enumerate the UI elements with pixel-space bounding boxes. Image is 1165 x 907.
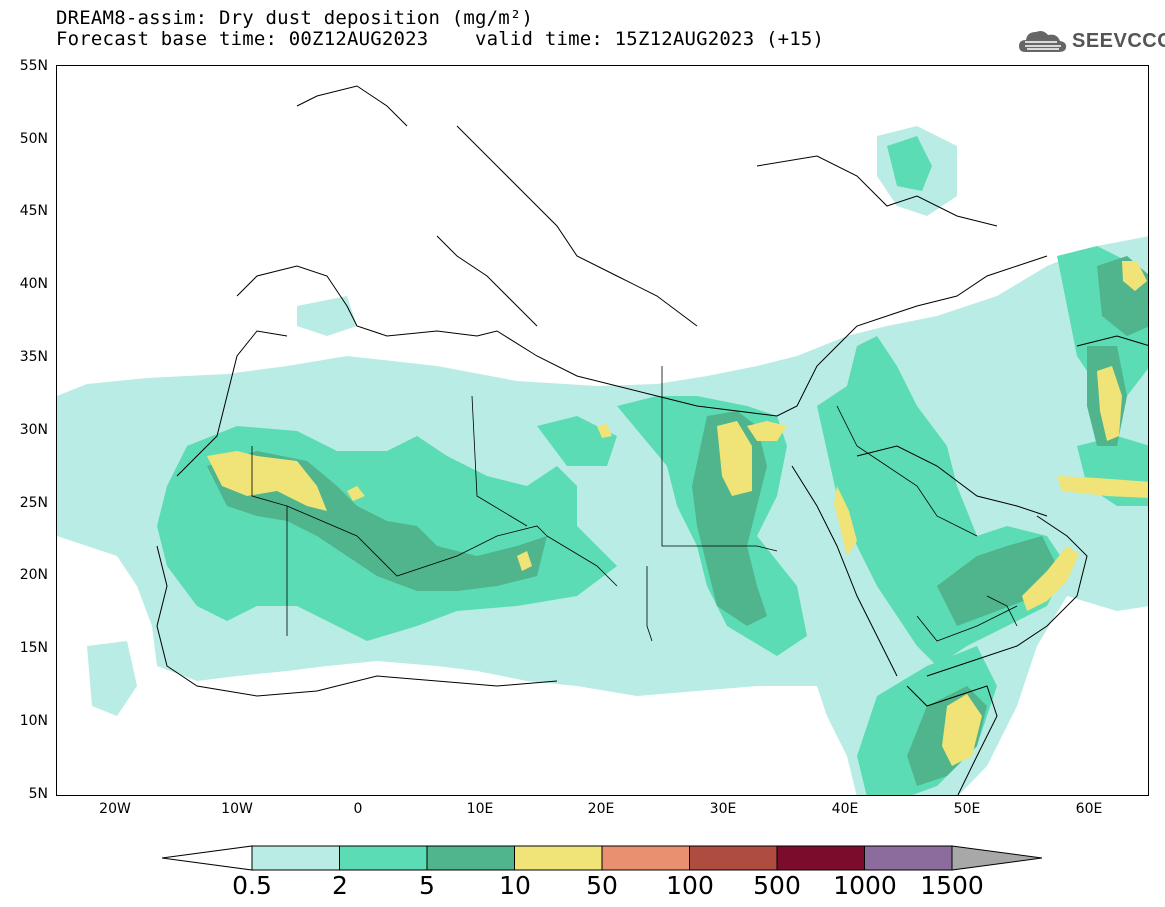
legend-colorbar [162,845,1042,871]
title-main: DREAM8-assim: Dry dust deposition (mg/m²… [56,7,534,29]
lon-label-10e: 10E [466,801,494,817]
lat-label-25n: 25N [19,495,48,511]
legend-label-1500: 1500 [920,871,984,900]
legend-label-500: 500 [753,871,801,900]
lat-label-10n: 10N [19,713,48,729]
legend-label-0.5: 0.5 [232,871,272,900]
legend-label-50: 50 [586,871,618,900]
seevccc-logo: SEEVCCC [1017,26,1165,56]
lat-label-35n: 35N [19,349,48,365]
lon-label-0: 0 [353,801,363,817]
title-forecast-time: Forecast base time: 00Z12AUG2023 valid t… [56,28,825,50]
lat-label-20n: 20N [19,567,48,583]
lat-label-55n: 55N [19,58,48,74]
lat-label-15n: 15N [19,640,48,656]
legend-swatch-5 [426,845,515,871]
coastlines [156,85,1148,795]
legend-swatch-50 [601,845,690,871]
legend-underflow-arrow [162,845,253,871]
map-canvas [57,85,1148,795]
legend-swatch-0.5 [251,845,340,871]
lon-label-40e: 40E [831,801,859,817]
legend-overflow-arrow [951,845,1042,871]
legend-swatch-100 [689,845,778,871]
lat-label-50n: 50N [19,131,48,147]
lon-label-10w: 10W [221,801,253,817]
lon-label-60e: 60E [1075,801,1103,817]
legend-swatch-10 [514,845,603,871]
legend-swatch-1000 [864,845,953,871]
logo-text: SEEVCCC [1072,30,1165,52]
lat-label-45n: 45N [19,203,48,219]
lon-label-20w: 20W [99,801,131,817]
lat-label-5n: 5N [28,786,48,802]
legend-label-5: 5 [419,871,435,900]
country-borders [251,366,1018,642]
cloud-logo-icon [1019,31,1067,52]
map-title: DREAM8-assim: Dry dust deposition (mg/m²… [56,8,824,50]
lat-label-30n: 30N [19,422,48,438]
lon-label-20e: 20E [587,801,615,817]
legend-label-10: 10 [499,871,531,900]
dust-deposition-map [56,65,1149,796]
legend-label-2: 2 [332,871,348,900]
legend-swatch-500 [776,845,865,871]
legend-label-1000: 1000 [833,871,897,900]
legend-label-100: 100 [666,871,714,900]
legend-swatch-2 [339,845,428,871]
lat-label-40n: 40N [19,276,48,292]
lon-label-50e: 50E [953,801,981,817]
lon-label-30e: 30E [709,801,737,817]
dust-level-10 [207,261,1148,766]
